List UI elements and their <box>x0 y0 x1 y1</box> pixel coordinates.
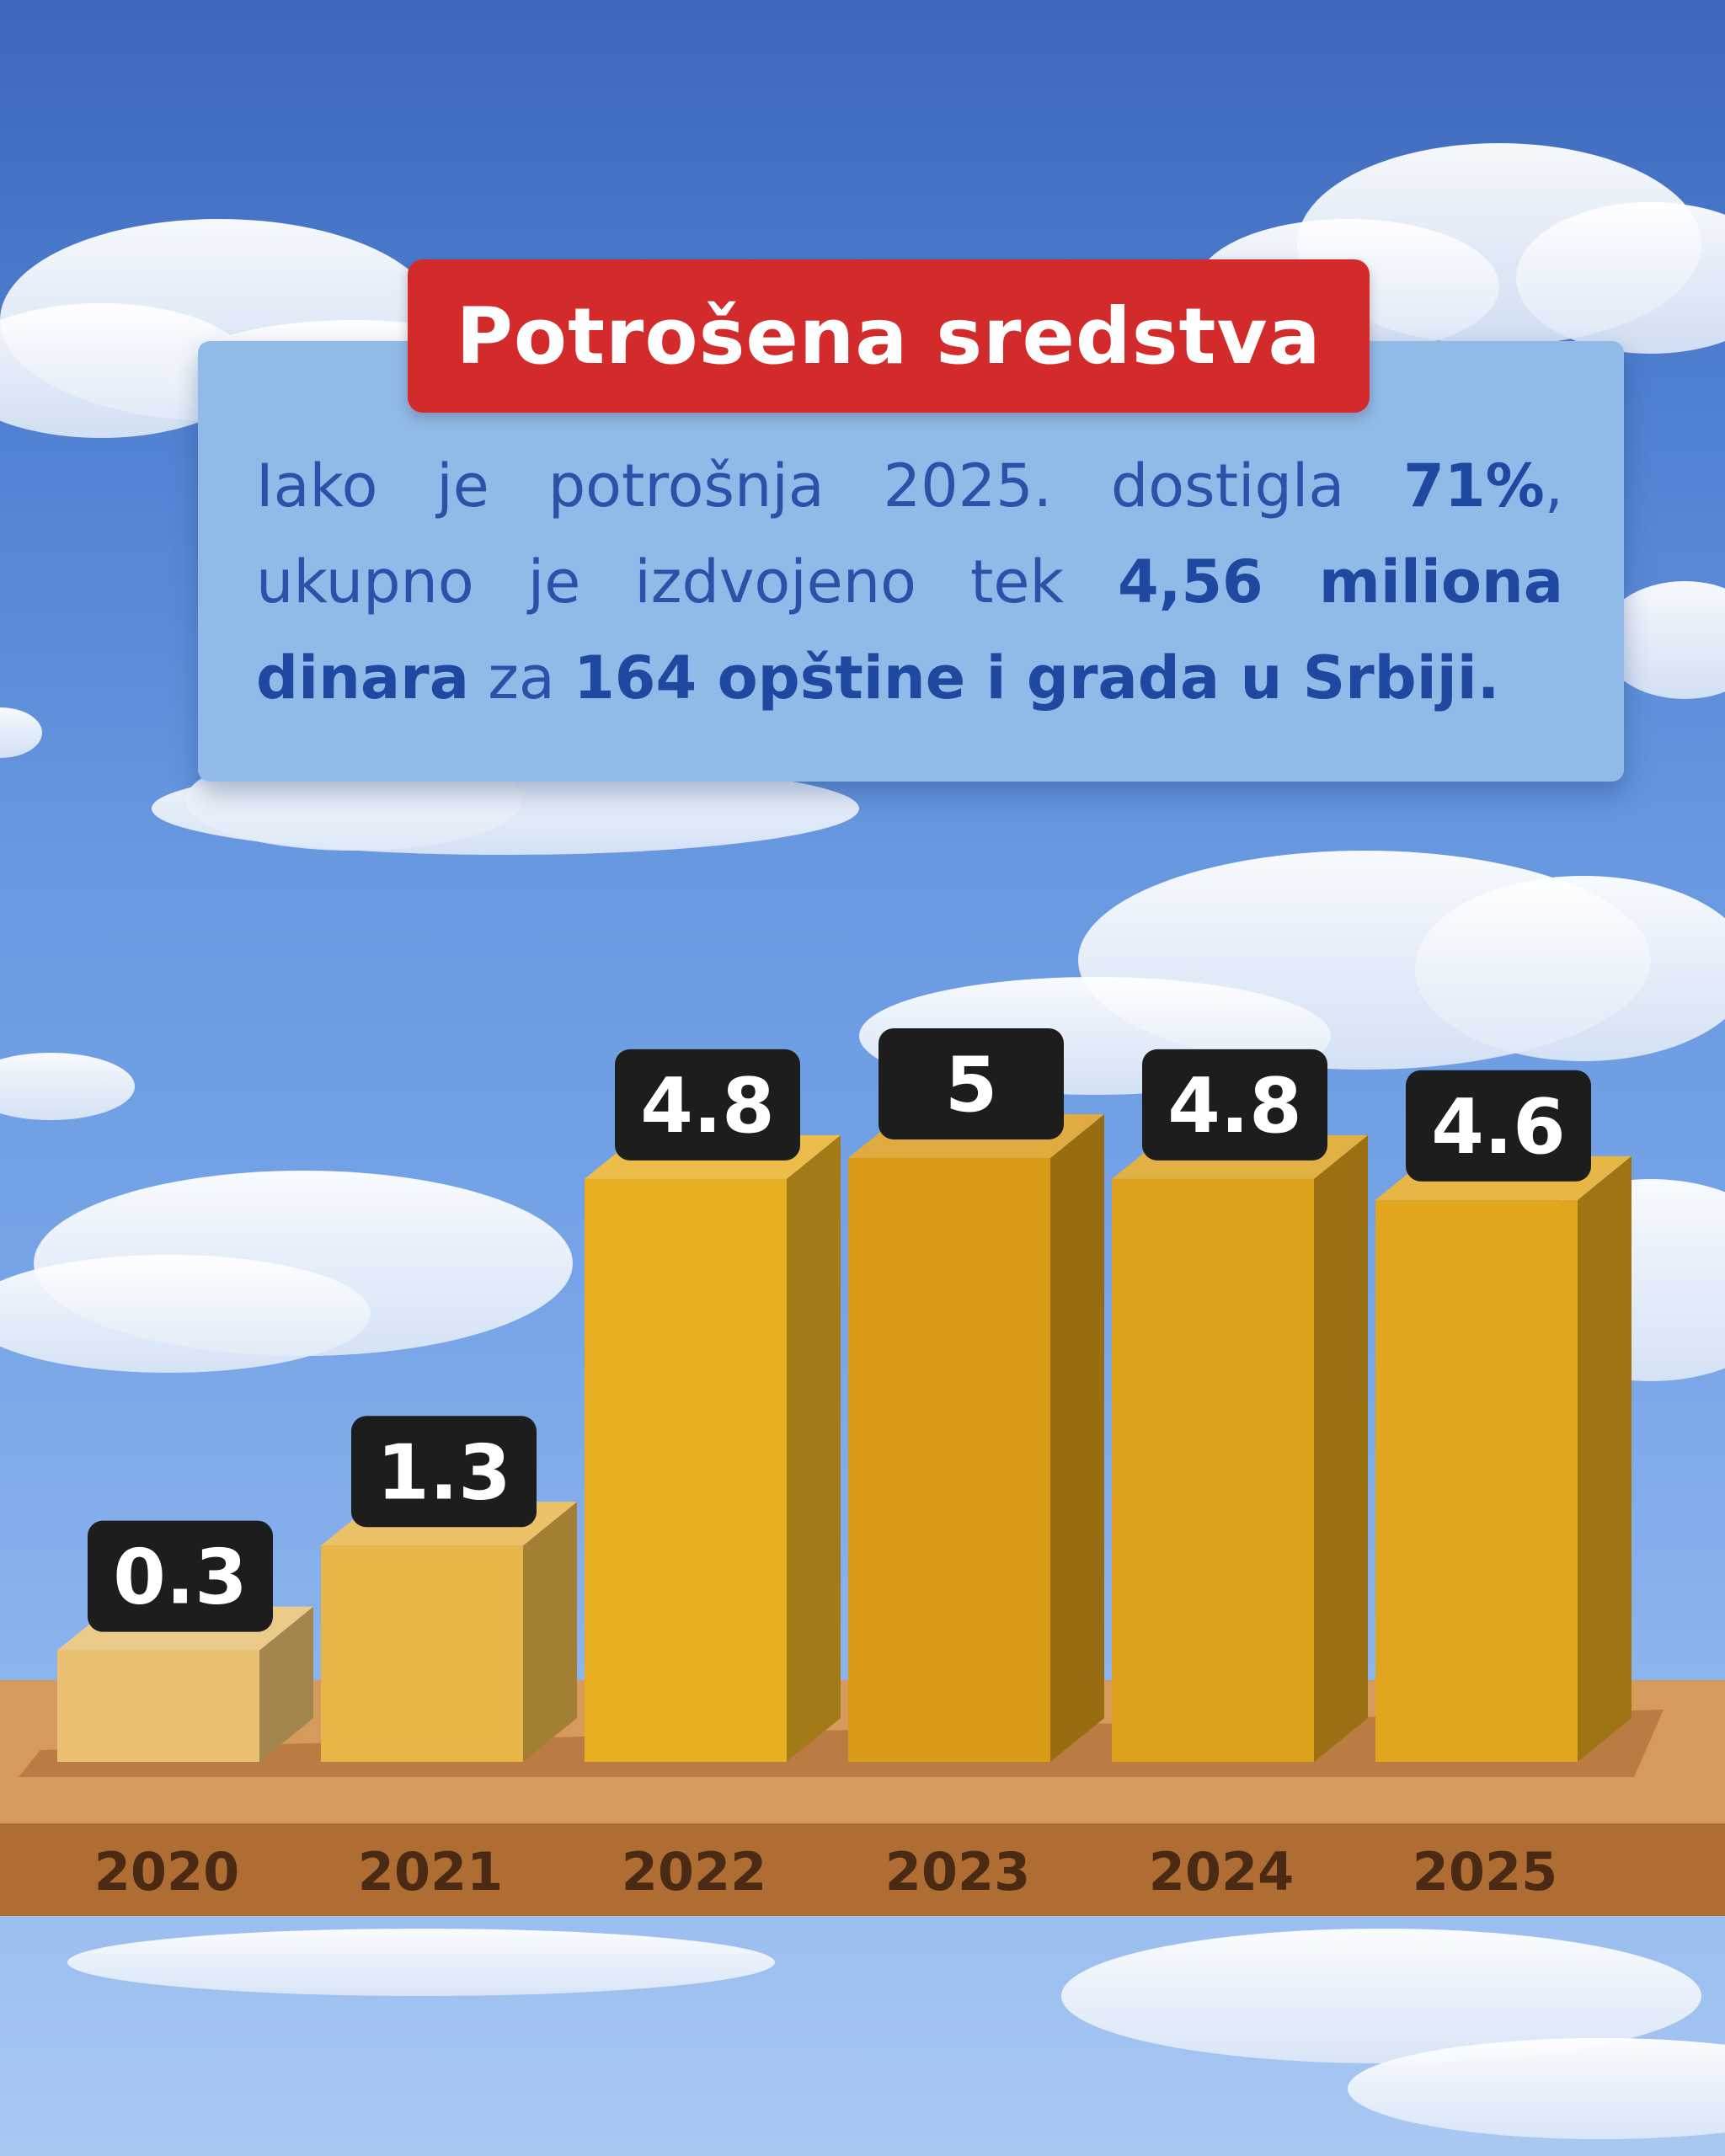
cloud-left-low <box>0 1053 573 1373</box>
bar-2023 <box>848 1114 1104 1762</box>
value-label-text: 4.8 <box>640 1062 774 1150</box>
description-bold-municipalities: 164 opštine i grada u Srbiji. <box>574 643 1500 712</box>
cloud-right-mid <box>859 581 1725 1095</box>
description-panel <box>198 341 1624 782</box>
description-text: Iako je potrošnja 2025. dostigla 71%, uk… <box>256 438 1563 726</box>
bar-2022 <box>585 1134 841 1762</box>
bar-side <box>1050 1114 1104 1762</box>
bar-side <box>1314 1134 1368 1762</box>
x-axis-label-2022: 2022 <box>622 1841 767 1903</box>
value-label-2021: 1.3 <box>351 1416 537 1528</box>
bar-side <box>523 1502 577 1762</box>
value-label-2025: 4.6 <box>1406 1070 1591 1182</box>
value-label-2024: 4.8 <box>1142 1049 1327 1161</box>
value-label-text: 5 <box>945 1041 998 1129</box>
x-axis-label-2020: 2020 <box>94 1841 240 1903</box>
description-part-1: Iako je potrošnja 2025. dostigla <box>256 451 1404 520</box>
bar-front <box>1112 1178 1314 1762</box>
bar-front <box>57 1650 259 1762</box>
value-label-box <box>351 1416 537 1528</box>
value-label-box <box>615 1049 800 1161</box>
bar-2025 <box>1375 1155 1632 1762</box>
value-label-box <box>88 1520 273 1632</box>
bar-front <box>321 1545 523 1762</box>
title-banner: Potrošena sredstva <box>408 259 1370 413</box>
x-axis-labels-group: 2020 2021 2022 2023 2024 2025 <box>94 1841 1558 1903</box>
value-label-text: 0.3 <box>113 1534 247 1622</box>
value-label-2023: 5 <box>879 1028 1064 1139</box>
x-axis-label-2024: 2024 <box>1149 1841 1295 1903</box>
value-labels-group: 0.3 1.3 4.8 5 4.8 4.6 <box>88 1028 1591 1632</box>
page-title: Potrošena sredstva <box>456 291 1322 382</box>
value-label-box <box>1406 1070 1591 1182</box>
value-label-2020: 0.3 <box>88 1520 273 1632</box>
cloud-bottom <box>67 1929 1725 2139</box>
description-bold-percent: 71% <box>1403 451 1545 520</box>
value-label-2022: 4.8 <box>615 1049 800 1161</box>
bar-side <box>787 1134 841 1762</box>
value-label-text: 4.6 <box>1431 1083 1565 1171</box>
bars-group <box>57 1114 1632 1762</box>
bar-side <box>259 1606 313 1762</box>
bar-front <box>1375 1199 1578 1762</box>
x-axis-label-2025: 2025 <box>1413 1841 1558 1903</box>
value-label-box <box>1142 1049 1327 1161</box>
bar-2021 <box>321 1502 577 1762</box>
description-part-3: za <box>468 643 574 712</box>
bar-front <box>585 1178 787 1762</box>
value-label-text: 1.3 <box>377 1428 510 1517</box>
x-axis-label-2021: 2021 <box>358 1841 504 1903</box>
x-axis-label-2023: 2023 <box>885 1841 1031 1903</box>
description-bold-amount: 4,56 miliona dinara <box>256 547 1563 712</box>
platform-front <box>0 1823 1725 1916</box>
description-part-2: , ukupno je izdvojeno tek <box>256 451 1563 616</box>
value-label-box <box>879 1028 1064 1139</box>
bar-side <box>1578 1155 1632 1762</box>
bar-2024 <box>1112 1134 1368 1762</box>
bar-front <box>848 1158 1050 1762</box>
value-label-text: 4.8 <box>1167 1062 1301 1150</box>
